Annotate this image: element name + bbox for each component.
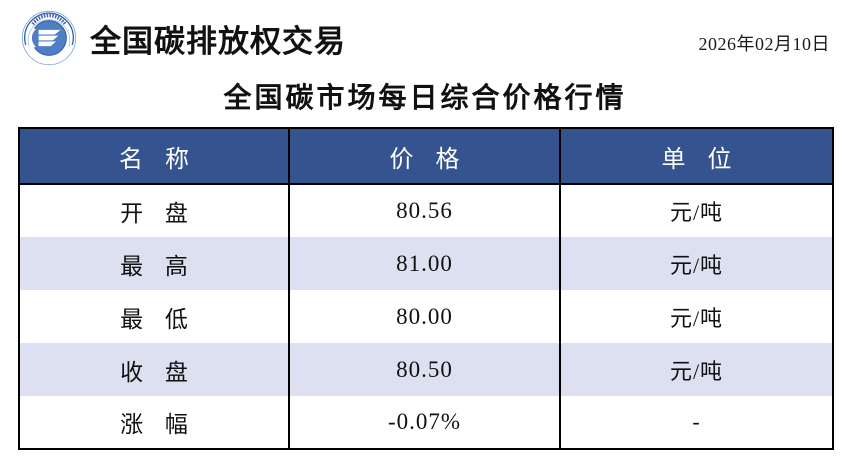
row-price-open: 80.56: [288, 184, 561, 237]
column-header-price: 价 格: [288, 128, 561, 185]
row-unit-change: -: [559, 396, 834, 449]
row-price-high: 81.00: [288, 237, 561, 290]
row-label-close: 收 盘: [18, 343, 290, 396]
row-price-close: 80.50: [288, 343, 561, 396]
brand: 全国碳排放权交易: [20, 9, 346, 67]
row-price-low: 80.00: [288, 290, 561, 343]
carbon-emission-trading-logo-icon: [21, 10, 77, 66]
table-row: 开 盘 80.56 元/吨: [18, 184, 834, 237]
row-price-change: -0.07%: [288, 396, 561, 449]
row-label-open: 开 盘: [18, 184, 290, 237]
column-header-name: 名 称: [18, 128, 290, 185]
table-row: 最 低 80.00 元/吨: [18, 290, 834, 343]
page-title: 全国碳市场每日综合价格行情: [223, 83, 627, 114]
table-row: 涨 幅 -0.07% -: [18, 396, 834, 449]
row-unit-high: 元/吨: [559, 237, 834, 290]
row-unit-open: 元/吨: [559, 184, 834, 237]
column-header-unit: 单 位: [559, 128, 834, 185]
table-body: 开 盘 80.56 元/吨 最 高 81.00 元/吨 最 低 80.00 元/…: [18, 184, 834, 449]
table-row: 收 盘 80.50 元/吨: [18, 343, 834, 396]
row-unit-close: 元/吨: [559, 343, 834, 396]
row-label-high: 最 高: [18, 237, 290, 290]
price-table-container: 名 称 价 格 单 位 开 盘 80.56 元/吨 最 高 81.00 元/吨: [18, 127, 834, 450]
price-table: 名 称 价 格 单 位 开 盘 80.56 元/吨 最 高 81.00 元/吨: [18, 127, 834, 450]
table-row: 最 高 81.00 元/吨: [18, 237, 834, 290]
masthead: 全国碳排放权交易 2026年02月10日: [0, 0, 850, 76]
report-date: 2026年02月10日: [698, 34, 830, 54]
row-label-low: 最 低: [18, 290, 290, 343]
row-label-change: 涨 幅: [18, 396, 290, 449]
table-header: 名 称 价 格 单 位: [18, 128, 834, 185]
row-unit-low: 元/吨: [559, 290, 834, 343]
brand-name: 全国碳排放权交易: [90, 23, 346, 59]
table-header-row: 名 称 价 格 单 位: [18, 128, 834, 185]
